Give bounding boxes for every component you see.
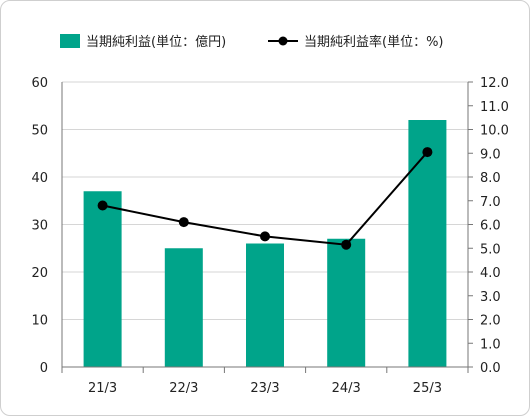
right-tick-label: 9.0 <box>480 147 501 162</box>
right-axis-ticks: 0.0 1.0 2.0 3.0 4.0 5.0 6.0 7.0 8.0 9.0 10.0 11.0 12… <box>480 76 509 376</box>
right-tick-label: 5.0 <box>480 242 501 257</box>
left-tick-label: 40 <box>31 171 48 186</box>
right-tick-label: 10.0 <box>480 124 509 139</box>
category-label: 24/3 <box>332 381 361 396</box>
left-tick-label: 60 <box>31 76 48 91</box>
bar <box>83 191 122 367</box>
ratio-line-path <box>102 151 429 246</box>
right-tick-label: 0.0 <box>480 361 501 376</box>
legend-swatch-bar <box>60 34 80 48</box>
ratio-point <box>260 231 270 242</box>
right-tick-label: 2.0 <box>480 314 501 329</box>
category-label: 23/3 <box>250 381 279 396</box>
bar <box>246 243 284 367</box>
right-tick-label: 7.0 <box>480 195 501 210</box>
axes <box>61 81 473 373</box>
left-tick-label: 50 <box>31 124 48 139</box>
right-tick-label: 8.0 <box>480 171 501 186</box>
category-label: 22/3 <box>169 381 198 396</box>
bar <box>327 238 366 367</box>
category-labels: 21/3 22/3 23/3 24/3 25/3 <box>88 381 442 396</box>
ratio-point <box>422 147 433 158</box>
right-tick-label: 12.0 <box>480 76 509 91</box>
bars <box>83 120 447 367</box>
left-tick-label: 20 <box>31 266 48 281</box>
right-tick-label: 4.0 <box>480 266 501 281</box>
left-tick-label: 10 <box>31 314 48 329</box>
right-tick-label: 11.0 <box>480 100 509 115</box>
ratio-point <box>178 217 189 228</box>
right-tick-label: 3.0 <box>480 290 501 305</box>
legend-label-line: 当期純利益率(単位：%) <box>304 34 444 50</box>
ratio-point <box>341 239 352 250</box>
legend: 当期純利益(単位：億円) 当期純利益率(単位：%) <box>60 34 444 50</box>
bar <box>408 120 447 367</box>
bar <box>164 248 203 367</box>
left-tick-label: 30 <box>31 219 48 234</box>
right-tick-label: 1.0 <box>480 337 501 352</box>
legend-label-bar: 当期純利益(単位：億円) <box>86 34 226 50</box>
ratio-point <box>97 200 108 211</box>
gridlines <box>62 81 468 320</box>
category-label: 25/3 <box>413 381 442 396</box>
left-axis-ticks: 0 10 20 30 40 50 60 <box>31 76 48 376</box>
ratio-line <box>97 147 433 250</box>
legend-swatch-marker <box>278 36 288 46</box>
right-tick-label: 6.0 <box>480 219 501 234</box>
category-label: 21/3 <box>88 381 117 396</box>
left-tick-label: 0 <box>40 361 48 376</box>
